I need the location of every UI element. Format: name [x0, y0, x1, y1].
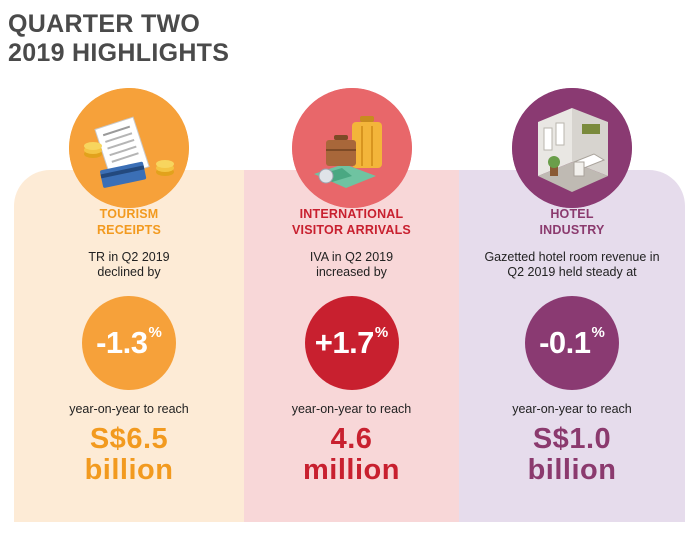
amount: S$6.5 billion — [14, 424, 244, 486]
category-line-1: HOTEL — [550, 207, 594, 221]
stat-value: -0.1 — [539, 325, 591, 360]
amount-unit: billion — [84, 454, 174, 486]
description: Gazetted hotel room revenue in Q2 2019 h… — [469, 250, 675, 280]
stat-unit: % — [591, 324, 605, 341]
amount: 4.6 million — [244, 424, 459, 486]
category-line-2: VISITOR ARRIVALS — [292, 223, 411, 237]
stat-badge: -0.1% — [525, 296, 619, 390]
stat-unit: % — [374, 324, 389, 341]
amount-unit: million — [303, 454, 400, 486]
category-label: TOURISM RECEIPTS — [14, 206, 244, 238]
stat-badge: -1.3% — [82, 296, 176, 390]
title-line-1: QUARTER TWO — [8, 10, 201, 38]
page-title: QUARTER TWO 2019 HIGHLIGHTS — [8, 10, 229, 68]
category-line-2: RECEIPTS — [96, 223, 162, 237]
category-line-1: INTERNATIONAL — [299, 207, 404, 221]
category-line-2: INDUSTRY — [539, 223, 605, 237]
description-line-1: IVA in Q2 2019 — [309, 250, 394, 264]
amount: S$1.0 billion — [459, 424, 685, 486]
description-line-2: declined by — [97, 265, 161, 279]
stat-badge: +1.7% — [304, 296, 399, 390]
reach-text: year-on-year to reach — [512, 402, 632, 416]
description-line-2: increased by — [316, 265, 387, 279]
amount-value: S$1.0 — [532, 423, 612, 455]
title-line-2: 2019 HIGHLIGHTS — [8, 39, 230, 67]
description-line-1: TR in Q2 2019 — [88, 250, 170, 264]
category-label: HOTEL INDUSTRY — [459, 206, 685, 238]
description: IVA in Q2 2019 increased by — [254, 250, 449, 280]
stat-value: -1.3 — [96, 325, 148, 360]
luggage-travel-icon — [291, 88, 412, 208]
amount-value: S$6.5 — [89, 423, 169, 455]
reach-text: year-on-year to reach — [291, 402, 412, 416]
description: TR in Q2 2019 declined by — [24, 250, 234, 280]
column-hotel-industry: HOTEL INDUSTRY Gazetted hotel room reven… — [459, 0, 685, 534]
description-line-2: Q2 2019 held steady at — [507, 265, 637, 279]
stat-value: +1.7 — [314, 325, 375, 360]
category-line-1: TOURISM — [99, 207, 159, 221]
description-line-1: Gazetted hotel room revenue in — [484, 250, 660, 264]
amount-value: 4.6 — [330, 423, 373, 455]
column-tourism-receipts: TOURISM RECEIPTS TR in Q2 2019 declined … — [14, 0, 244, 534]
stat-unit: % — [148, 324, 162, 341]
amount-unit: billion — [527, 454, 617, 486]
tourism-receipts-icon — [69, 88, 189, 208]
category-label: INTERNATIONAL VISITOR ARRIVALS — [244, 206, 459, 238]
reach-text: year-on-year to reach — [69, 402, 189, 416]
hotel-lobby-icon — [512, 88, 632, 208]
column-visitor-arrivals: INTERNATIONAL VISITOR ARRIVALS IVA in Q2… — [244, 0, 459, 534]
